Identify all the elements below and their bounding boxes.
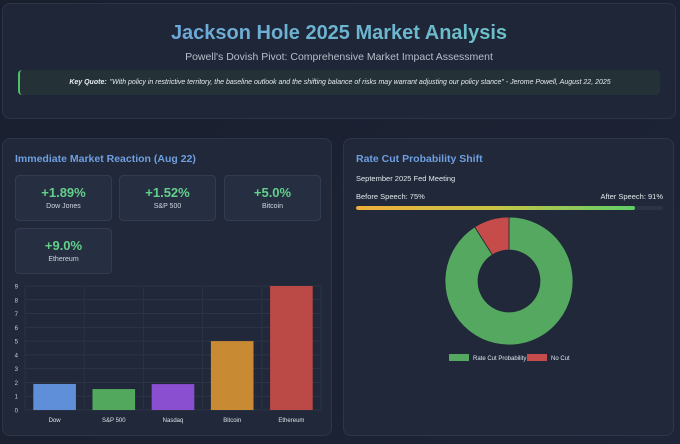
y-tick-label: 3 <box>15 367 19 373</box>
y-tick-label: 2 <box>15 381 19 387</box>
quote-text: "With policy in restrictive territory, t… <box>109 79 611 86</box>
stat-value: +5.0% <box>253 185 292 200</box>
donut-chart: Rate Cut Probability No Cut <box>444 216 574 362</box>
rate-cut-panel: Rate Cut Probability Shift September 202… <box>343 138 674 436</box>
legend-label[interactable]: No Cut <box>551 356 570 362</box>
probability-labels: Before Speech: 75% After Speech: 91% <box>356 192 663 201</box>
x-tick-label: Nasdaq <box>163 418 184 424</box>
stat-label: Dow Jones <box>46 203 81 210</box>
key-quote: Key Quote: "With policy in restrictive t… <box>18 70 660 95</box>
y-tick-label: 0 <box>15 409 19 415</box>
market-reaction-panel: Immediate Market Reaction (Aug 22) +1.89… <box>2 138 332 436</box>
x-tick-label: Ethereum <box>278 418 304 424</box>
quote-label: Key Quote: <box>69 79 107 86</box>
legend-label[interactable]: Rate Cut Probability <box>473 356 526 362</box>
rate-cut-title: Rate Cut Probability Shift <box>356 153 483 165</box>
bar-nasdaq[interactable] <box>151 384 195 410</box>
stat-value: +1.89% <box>41 185 86 200</box>
bar-dow[interactable] <box>33 383 76 410</box>
probability-progress-fill <box>356 206 636 210</box>
y-tick-label: 5 <box>15 340 19 346</box>
meeting-label: September 2025 Fed Meeting <box>356 174 456 183</box>
legend-swatch[interactable] <box>449 354 469 361</box>
x-tick-label: Dow <box>49 418 62 424</box>
y-tick-label: 4 <box>15 353 19 359</box>
y-tick-label: 8 <box>15 298 19 304</box>
y-tick-label: 9 <box>15 285 19 291</box>
stat-label: Ethereum <box>48 256 79 263</box>
x-tick-label: S&P 500 <box>102 418 126 424</box>
stat-value: +9.0% <box>44 238 83 253</box>
stat-card-dow: +1.89% Dow Jones <box>15 175 112 221</box>
stat-value: +1.52% <box>145 185 190 200</box>
page-title: Jackson Hole 2025 Market Analysis <box>170 22 508 44</box>
donut-slice-rate-cut-probability[interactable] <box>444 216 574 346</box>
stat-card-sp500: +1.52% S&P 500 <box>119 175 216 221</box>
donut-slice-no-cut[interactable] <box>474 216 510 256</box>
y-tick-label: 7 <box>15 312 19 318</box>
bar-bitcoin[interactable] <box>210 341 254 410</box>
stat-label: Bitcoin <box>261 203 283 210</box>
stat-card-ethereum: +9.0% Ethereum <box>15 228 112 274</box>
x-tick-label: Bitcoin <box>223 418 241 424</box>
stat-card-bitcoin: +5.0% Bitcoin <box>224 175 321 221</box>
before-speech-label: Before Speech: 75% <box>356 192 425 201</box>
header-card: Jackson Hole 2025 Market Analysis Powell… <box>2 3 676 119</box>
y-tick-label: 1 <box>15 395 19 401</box>
y-tick-label: 6 <box>15 326 19 332</box>
probability-progress-bar <box>356 206 663 210</box>
bar-ethereum[interactable] <box>270 286 313 410</box>
after-speech-label: After Speech: 91% <box>600 192 663 201</box>
bar-s-p-500[interactable] <box>92 389 136 410</box>
market-reaction-title: Immediate Market Reaction (Aug 22) <box>15 153 196 165</box>
page-subtitle: Powell's Dovish Pivot: Comprehensive Mar… <box>185 51 493 63</box>
bar-chart: 0 1 2 3 4 5 6 7 8 9 Dow S&P 500 Nasdaq Bitcoin Ethereu… <box>15 285 322 424</box>
legend-swatch[interactable] <box>527 354 547 361</box>
stat-label: S&P 500 <box>153 203 182 210</box>
